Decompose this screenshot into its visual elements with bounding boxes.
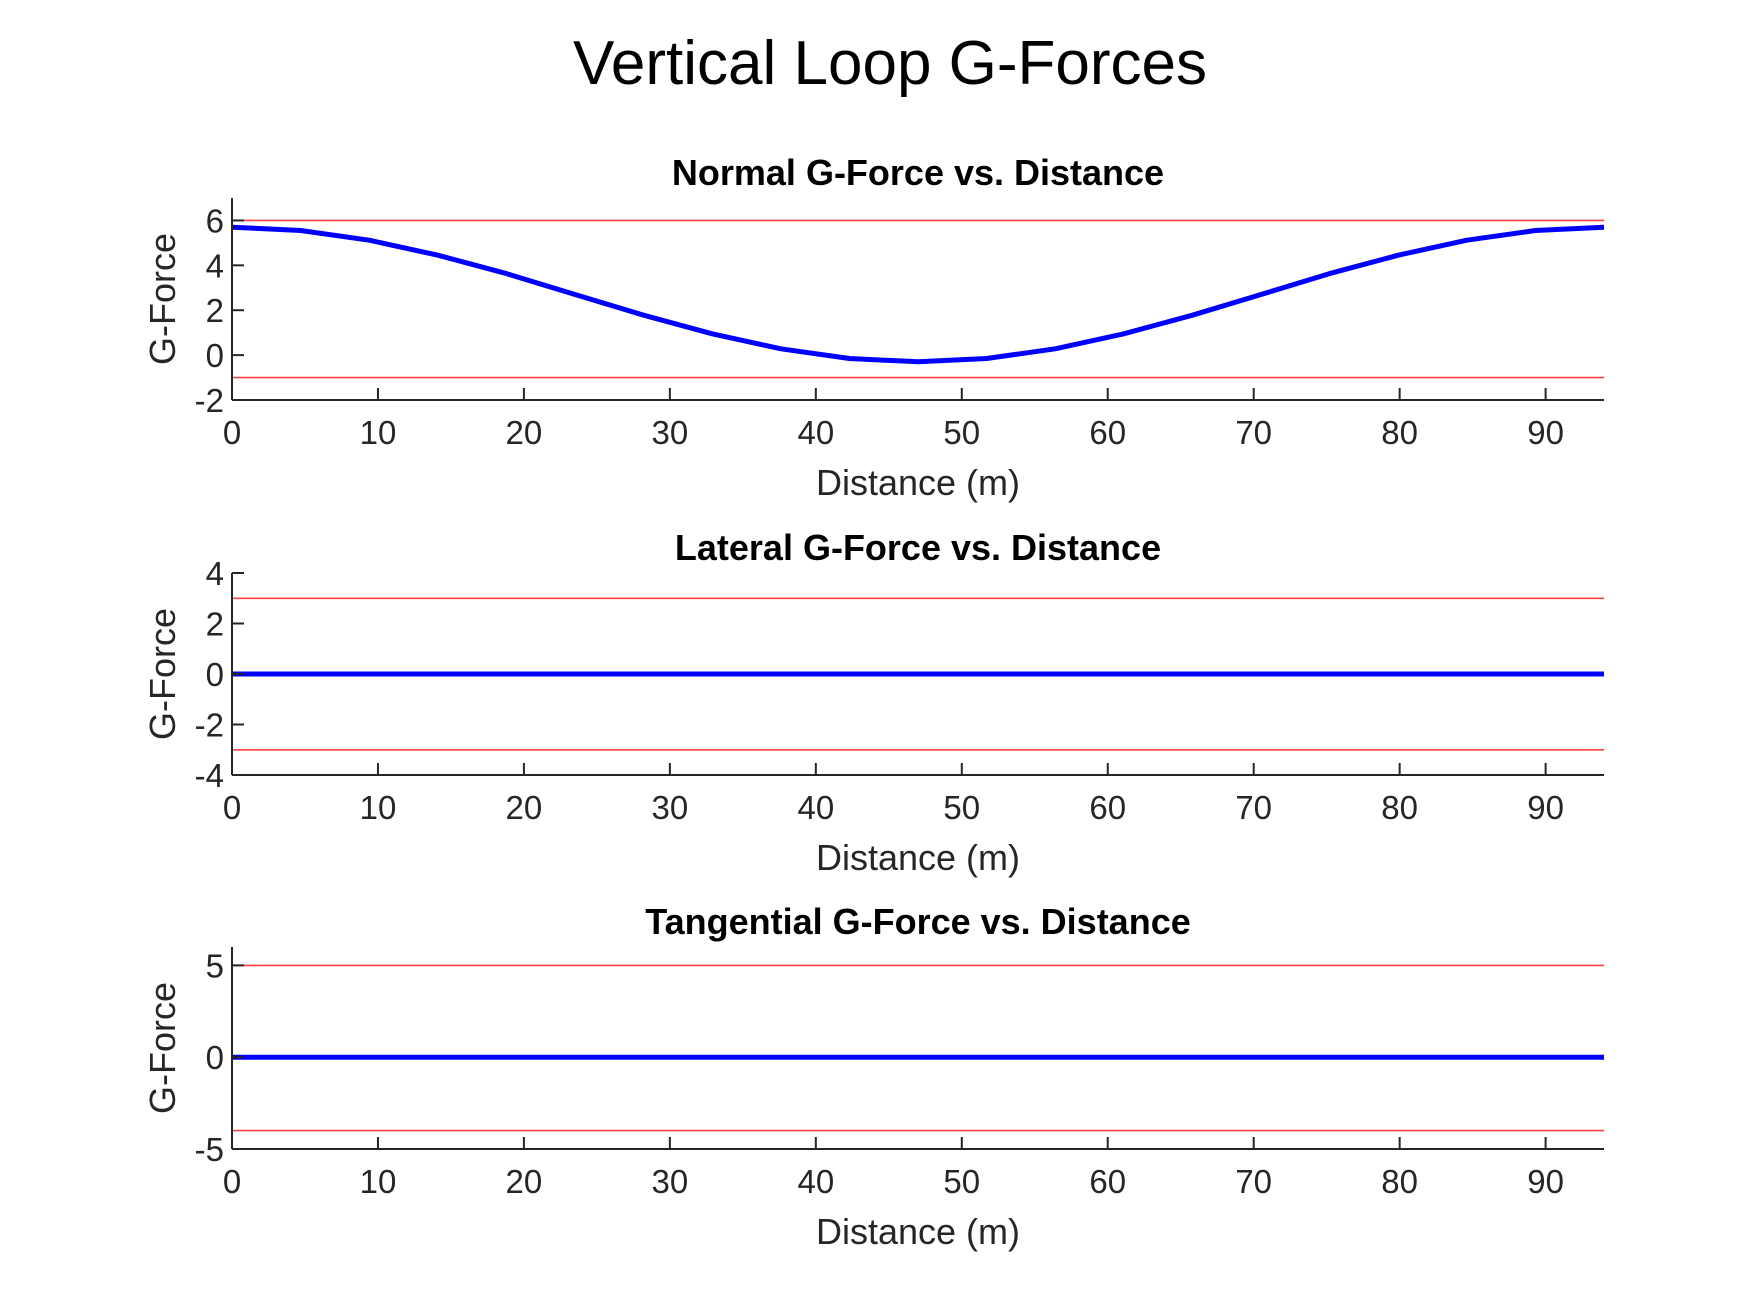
x-tick-label: 10 <box>360 414 397 451</box>
y-axis-label: G-Force <box>142 982 183 1114</box>
x-axis-label: Distance (m) <box>816 462 1020 503</box>
x-tick-label: 40 <box>797 414 834 451</box>
figure-title: Vertical Loop G-Forces <box>573 29 1207 98</box>
x-tick-label: 50 <box>943 414 980 451</box>
x-tick-label: 80 <box>1381 789 1418 826</box>
subplot-title: Normal G-Force vs. Distance <box>672 152 1164 193</box>
y-tick-label: -2 <box>195 707 224 744</box>
y-tick-label: 0 <box>206 656 224 693</box>
x-tick-label: 0 <box>223 1163 241 1200</box>
y-tick-label: 2 <box>206 606 224 643</box>
x-tick-label: 60 <box>1089 789 1126 826</box>
x-tick-label: 20 <box>506 789 543 826</box>
x-tick-label: 10 <box>360 789 397 826</box>
y-tick-label: 4 <box>206 247 224 284</box>
x-tick-label: 90 <box>1527 789 1564 826</box>
x-axis-label: Distance (m) <box>816 837 1020 878</box>
y-tick-label: 2 <box>206 292 224 329</box>
x-tick-label: 50 <box>943 789 980 826</box>
y-tick-label: -4 <box>195 757 224 794</box>
data-series-line <box>231 224 1605 365</box>
y-axis-label: G-Force <box>142 608 183 740</box>
x-tick-label: 70 <box>1235 414 1272 451</box>
x-tick-label: 30 <box>652 414 689 451</box>
y-axis-label: G-Force <box>142 233 183 365</box>
x-tick-label: 60 <box>1089 414 1126 451</box>
x-tick-label: 0 <box>223 414 241 451</box>
x-tick-label: 70 <box>1235 1163 1272 1200</box>
x-tick-label: 70 <box>1235 789 1272 826</box>
x-tick-label: 40 <box>797 789 834 826</box>
x-tick-label: 50 <box>943 1163 980 1200</box>
x-tick-label: 90 <box>1527 414 1564 451</box>
x-tick-label: 30 <box>652 789 689 826</box>
y-tick-label: 6 <box>206 202 224 239</box>
x-tick-label: 90 <box>1527 1163 1564 1200</box>
x-tick-label: 40 <box>797 1163 834 1200</box>
y-tick-label: 0 <box>206 337 224 374</box>
x-axis-label: Distance (m) <box>816 1211 1020 1252</box>
subplot-title: Tangential G-Force vs. Distance <box>645 901 1190 942</box>
subplot-title: Lateral G-Force vs. Distance <box>675 527 1161 568</box>
x-tick-label: 10 <box>360 1163 397 1200</box>
x-tick-label: 80 <box>1381 414 1418 451</box>
y-tick-label: 5 <box>206 947 224 984</box>
x-tick-label: 0 <box>223 789 241 826</box>
y-tick-label: 0 <box>206 1039 224 1076</box>
x-tick-label: 20 <box>506 414 543 451</box>
y-tick-label: -5 <box>195 1131 224 1168</box>
y-tick-label: -2 <box>195 382 224 419</box>
x-tick-label: 60 <box>1089 1163 1126 1200</box>
subplot-3: Tangential G-Force vs. Distance 0 10 20 30 40… <box>142 901 1604 1252</box>
x-tick-label: 80 <box>1381 1163 1418 1200</box>
y-tick-label: 4 <box>206 555 224 592</box>
x-tick-label: 30 <box>652 1163 689 1200</box>
x-tick-label: 20 <box>506 1163 543 1200</box>
